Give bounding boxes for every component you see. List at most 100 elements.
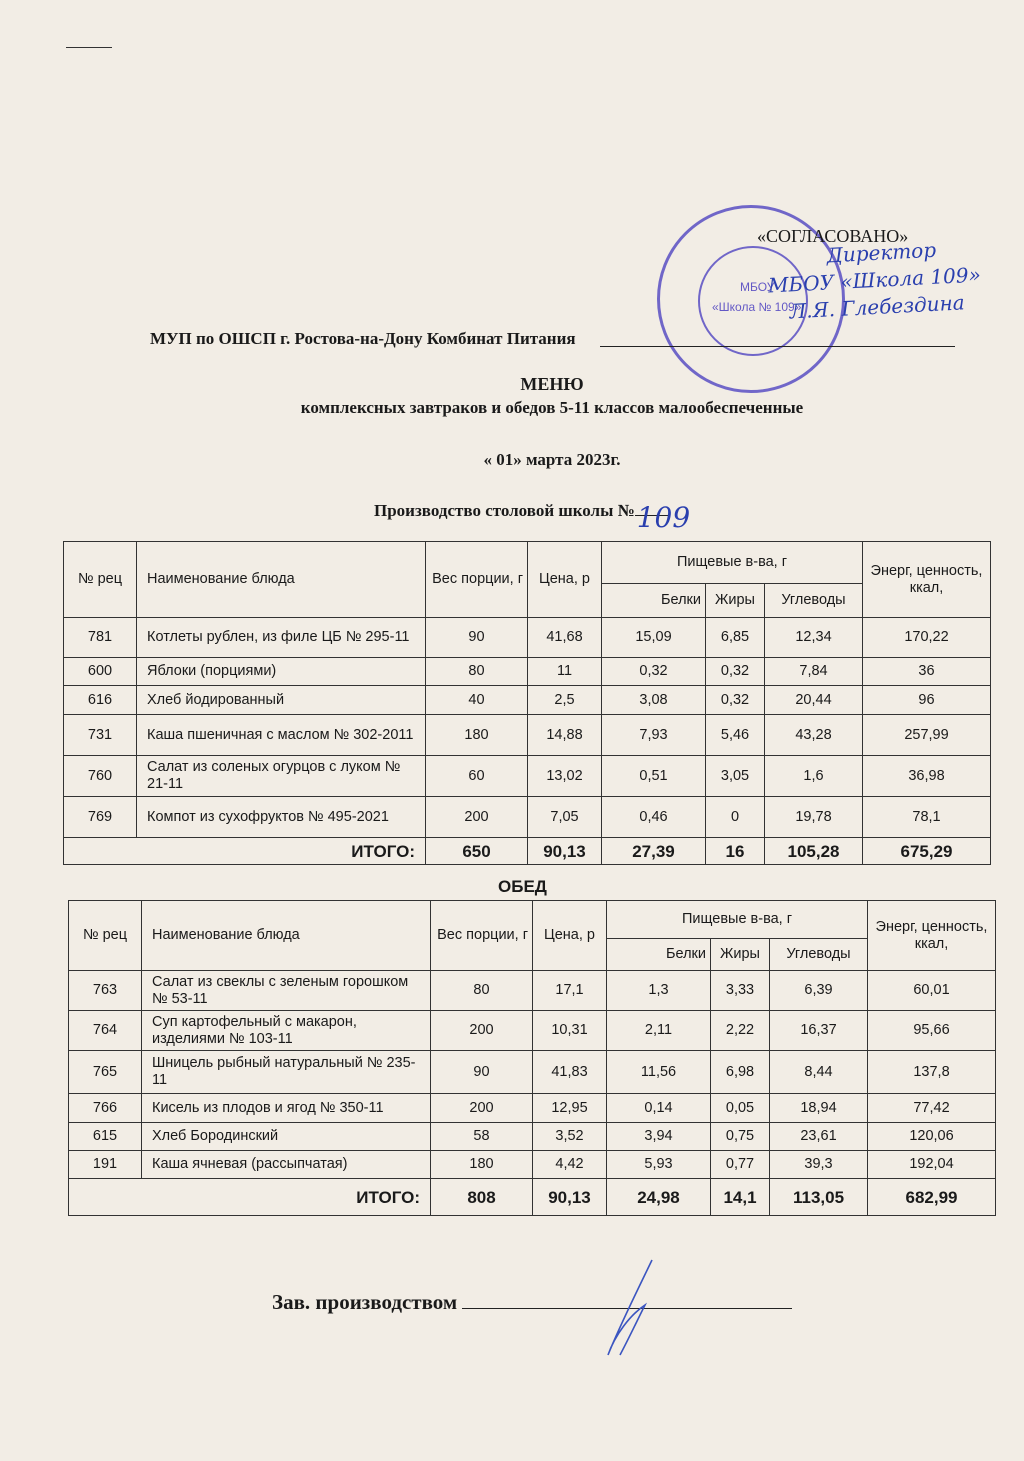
total-value: 808: [430, 1178, 533, 1216]
fat: 0,75: [710, 1122, 770, 1151]
stamp-text: «Школа № 109»: [712, 300, 802, 314]
recipe-number: 765: [68, 1050, 142, 1094]
protein: 0,46: [601, 796, 706, 838]
portion-weight: 80: [430, 970, 533, 1011]
table-row: 616 Хлеб йодированный 40 2,5 3,08 0,32 20,44 96: [63, 685, 991, 715]
total-value: 105,28: [764, 837, 863, 865]
protein: 0,51: [601, 755, 706, 797]
col-header-protein: Белки: [606, 938, 711, 971]
total-value: 682,99: [867, 1178, 996, 1216]
portion-weight: 200: [430, 1010, 533, 1051]
document-subtitle: комплексных завтраков и обедов 5-11 клас…: [300, 398, 804, 417]
portion-weight: 90: [425, 617, 528, 658]
col-header-price: Цена, р: [527, 541, 602, 618]
energy: 36: [862, 657, 991, 686]
price: 41,68: [527, 617, 602, 658]
table-row: 781 Котлеты рублен, из филе ЦБ № 295-11 90…: [63, 617, 991, 658]
table-subheader-row: Белки Жиры Углеводы: [64, 583, 991, 618]
table-row: 600 Яблоки (порциями) 80 11 0,32 0,32 7,84 36: [63, 657, 991, 686]
price: 2,5: [527, 685, 602, 715]
carbs: 18,94: [769, 1093, 868, 1123]
fat: 3,33: [710, 970, 770, 1011]
price: 14,88: [527, 714, 602, 756]
carbs: 39,3: [769, 1150, 868, 1179]
dish-name: Суп картофельный с макарон, изделиями № …: [141, 1010, 431, 1051]
production-text: Производство столовой школы №: [374, 501, 635, 520]
fat: 0,32: [705, 685, 765, 715]
dish-name: Хлеб йодированный: [136, 685, 426, 715]
protein: 5,93: [606, 1150, 711, 1179]
recipe-number: 760: [63, 755, 137, 797]
fat: 3,05: [705, 755, 765, 797]
energy: 137,8: [867, 1050, 996, 1094]
col-header-weight: Вес порции, г: [430, 900, 533, 971]
document-title: МЕНЮ: [520, 374, 584, 394]
carbs: 19,78: [764, 796, 863, 838]
fat: 0,05: [710, 1093, 770, 1123]
col-header-nutrients: Пищевые в-ва, г: [601, 541, 863, 584]
protein: 0,14: [606, 1093, 711, 1123]
protein: 3,94: [606, 1122, 711, 1151]
protein: 0,32: [601, 657, 706, 686]
fat: 0,77: [710, 1150, 770, 1179]
table-subheader-row: Белки Жиры Углеводы: [69, 938, 996, 971]
col-header-num: № рец: [68, 900, 142, 971]
recipe-number: 764: [68, 1010, 142, 1051]
table-row: 765 Шницель рыбный натуральный № 235-11 90…: [68, 1050, 996, 1094]
table-header-row: № рец Наименование блюда Вес порции, г Ц…: [68, 900, 996, 971]
col-header-name: Наименование блюда: [141, 900, 431, 971]
fat: 6,98: [710, 1050, 770, 1094]
fat: 0: [705, 796, 765, 838]
carbs: 23,61: [769, 1122, 868, 1151]
footer-text: Зав. производством: [272, 1290, 458, 1314]
price: 10,31: [532, 1010, 607, 1051]
portion-weight: 40: [425, 685, 528, 715]
energy: 77,42: [867, 1093, 996, 1123]
dish-name: Компот из сухофруктов № 495-2021: [136, 796, 426, 838]
dish-name: Яблоки (порциями): [136, 657, 426, 686]
carbs: 20,44: [764, 685, 863, 715]
protein: 7,93: [601, 714, 706, 756]
total-value: 27,39: [601, 837, 706, 865]
school-stamp: МБОУ «Школа № 109»: [657, 205, 845, 393]
protein: 2,11: [606, 1010, 711, 1051]
energy: 96: [862, 685, 991, 715]
lunch-label: ОБЕД: [498, 877, 547, 896]
protein: 15,09: [601, 617, 706, 658]
dish-name: Кисель из плодов и ягод № 350-11: [141, 1093, 431, 1123]
energy: 36,98: [862, 755, 991, 797]
corner-mark: [66, 47, 112, 48]
carbs: 7,84: [764, 657, 863, 686]
production-label: Производство столовой школы № 109: [374, 501, 690, 534]
col-header-name: Наименование блюда: [136, 541, 426, 618]
total-row: ИТОГО: 650 90,13 27,39 16 105,28 675,29: [63, 837, 991, 865]
price: 41,83: [532, 1050, 607, 1094]
table-row: 615 Хлеб Бородинский 58 3,52 3,94 0,75 23,61 12…: [68, 1122, 996, 1151]
recipe-number: 769: [63, 796, 137, 838]
table-row: 731 Каша пшеничная с маслом № 302-2011 180…: [63, 714, 991, 756]
protein: 1,3: [606, 970, 711, 1011]
recipe-number: 615: [68, 1122, 142, 1151]
col-header-fat: Жиры: [705, 583, 765, 618]
protein: 11,56: [606, 1050, 711, 1094]
approval-handwriting: Директор МБОУ «Школа 109» Л.Я. Глебездин…: [766, 234, 983, 326]
price: 11: [527, 657, 602, 686]
energy: 60,01: [867, 970, 996, 1011]
portion-weight: 90: [430, 1050, 533, 1094]
col-header-price: Цена, р: [532, 900, 607, 971]
energy: 120,06: [867, 1122, 996, 1151]
portion-weight: 200: [430, 1093, 533, 1123]
col-header-protein: Белки: [601, 583, 706, 618]
dish-name: Шницель рыбный натуральный № 235-11: [141, 1050, 431, 1094]
footer-label: Зав. производством: [272, 1290, 793, 1315]
recipe-number: 600: [63, 657, 137, 686]
col-header-carbs: Углеводы: [769, 938, 868, 971]
fat: 0,32: [705, 657, 765, 686]
table-row: 769 Компот из сухофруктов № 495-2021 200 7,…: [63, 796, 991, 838]
price: 4,42: [532, 1150, 607, 1179]
col-header-num: № рец: [63, 541, 137, 618]
footer-signature-line: [462, 1308, 793, 1309]
dish-name: Салат из соленых огурцов с луком № 21-11: [136, 755, 426, 797]
carbs: 16,37: [769, 1010, 868, 1051]
stamp-text: МБОУ: [740, 280, 775, 294]
